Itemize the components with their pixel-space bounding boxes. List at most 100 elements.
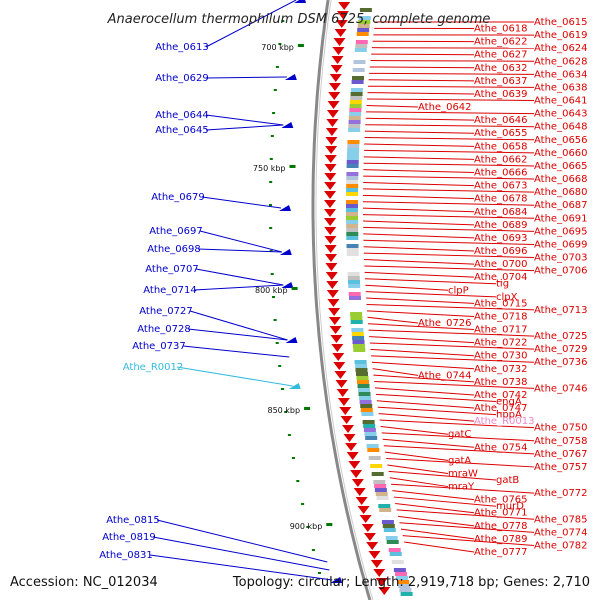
right-gene-label[interactable]: Athe_0666	[474, 167, 528, 178]
left-gene-label[interactable]: Athe_0815	[106, 515, 160, 526]
left-gene-label[interactable]: Athe_0831	[99, 550, 153, 561]
right-gene-label[interactable]: Athe_0782	[534, 540, 588, 551]
right-gene-label[interactable]: Athe_0725	[534, 331, 588, 342]
right-gene-label[interactable]: mraY	[448, 482, 475, 493]
right-gene-label[interactable]: clpX	[496, 292, 518, 303]
left-gene-label[interactable]: Athe_0698	[147, 244, 201, 255]
left-gene-label[interactable]: Athe_0819	[102, 532, 156, 543]
right-gene-label[interactable]: Athe_0680	[534, 187, 588, 198]
right-gene-label[interactable]: Athe_0777	[474, 547, 528, 558]
right-gene-label[interactable]: Athe_0747	[474, 403, 528, 414]
left-gene-label[interactable]: Athe_0728	[137, 324, 191, 335]
right-gene-label[interactable]: Athe_0750	[534, 423, 588, 434]
right-gene-label[interactable]: Athe_0717	[474, 325, 528, 336]
right-gene-label[interactable]: Athe_0646	[474, 115, 528, 126]
right-gene-label[interactable]: Athe_0699	[534, 239, 588, 250]
right-gene-label[interactable]: Athe_0655	[474, 128, 528, 139]
right-gene-label[interactable]: Athe_0726	[418, 318, 472, 329]
right-gene-label[interactable]: Athe_0643	[534, 109, 588, 120]
right-gene-label[interactable]: Athe_0715	[474, 298, 528, 309]
right-gene-label[interactable]: mraW	[448, 468, 478, 479]
right-gene-label[interactable]: Athe_0684	[474, 207, 528, 218]
right-gene-label[interactable]: Athe_0754	[474, 442, 528, 453]
right-gene-label[interactable]: Athe_0703	[534, 253, 588, 264]
right-gene-label[interactable]: Athe_0662	[474, 154, 528, 165]
right-gene-label[interactable]: Athe_0771	[474, 508, 528, 519]
right-gene-label[interactable]: Athe_0785	[534, 514, 588, 525]
right-gene-label[interactable]: Athe_0772	[534, 488, 588, 499]
right-gene-label[interactable]: Athe_0678	[474, 194, 528, 205]
right-gene-label[interactable]: Athe_0729	[534, 344, 588, 355]
left-gene-label[interactable]: Athe_0629	[155, 73, 209, 84]
right-gene-label[interactable]: Athe_0706	[534, 266, 588, 277]
right-gene-label[interactable]: Athe_0660	[534, 148, 588, 159]
right-gene-label[interactable]: Athe_0648	[534, 122, 588, 133]
right-gene-label[interactable]: Athe_0642	[418, 102, 472, 113]
left-gene-label[interactable]: Athe_0737	[132, 341, 186, 352]
right-gene-label[interactable]: Athe_0689	[474, 220, 528, 231]
right-gene-label[interactable]: engA	[496, 397, 522, 408]
right-gene-label[interactable]: Athe_0691	[534, 213, 588, 224]
right-gene-label[interactable]: Athe_0632	[474, 63, 528, 74]
right-gene-label[interactable]: Athe_0730	[474, 351, 528, 362]
right-gene-label[interactable]: Athe_0687	[534, 200, 588, 211]
right-gene-label[interactable]: Athe_0673	[474, 181, 528, 192]
right-gene-label[interactable]: Athe_0695	[534, 226, 588, 237]
left-gene-label[interactable]: Athe_0613	[155, 42, 209, 53]
right-gene-label[interactable]: gatA	[448, 455, 471, 466]
right-gene-label[interactable]: Athe_0718	[474, 311, 528, 322]
right-gene-label[interactable]: Athe_0638	[534, 82, 588, 93]
right-gene-label[interactable]: Athe_0693	[474, 233, 528, 244]
left-gene-label[interactable]: Athe_0697	[149, 226, 203, 237]
right-gene-label[interactable]: Athe_0774	[534, 527, 588, 538]
right-gene-label[interactable]: Athe_0758	[534, 436, 588, 447]
right-gene-label[interactable]: Athe_0746	[534, 383, 588, 394]
forward-gene-arrow	[324, 191, 337, 199]
right-gene-label[interactable]: Athe_0634	[534, 69, 588, 80]
right-gene-label[interactable]: Athe_0639	[474, 89, 528, 100]
right-gene-label[interactable]: Athe_0700	[474, 259, 528, 270]
left-gene-label[interactable]: Athe_0707	[145, 264, 199, 275]
reverse-gene-arrow	[285, 337, 298, 343]
left-gene-label[interactable]: Athe_0727	[139, 306, 193, 317]
right-gene-label[interactable]: Athe_0757	[534, 462, 588, 473]
right-gene-label[interactable]: Athe_0665	[534, 161, 588, 172]
right-gene-label[interactable]: Athe_0713	[534, 305, 588, 316]
right-gene-label[interactable]: Athe_0732	[474, 364, 528, 375]
right-gene-label[interactable]: Athe_0696	[474, 246, 528, 257]
right-gene-label[interactable]: Athe_0656	[534, 135, 588, 146]
right-gene-label[interactable]: Athe_0789	[474, 534, 528, 545]
right-gene-label[interactable]: clpP	[448, 285, 469, 296]
right-gene-label[interactable]: Athe_0641	[534, 96, 588, 107]
right-gene-label[interactable]: Athe_0624	[534, 43, 588, 54]
right-gene-label[interactable]: Athe_0637	[474, 76, 528, 87]
left-gene-label[interactable]: Athe_R0012	[123, 362, 183, 373]
left-gene-label[interactable]: Athe_0644	[155, 110, 209, 121]
right-gene-label[interactable]: gatC	[448, 429, 471, 440]
right-gene-label[interactable]: Athe_0619	[534, 30, 588, 41]
right-gene-label[interactable]: Athe_0658	[474, 141, 528, 152]
right-gene-label[interactable]: Athe_0615	[534, 17, 588, 28]
right-gene-label[interactable]: Athe_R0013	[474, 416, 534, 427]
right-gene-label[interactable]: Athe_0628	[534, 56, 588, 67]
right-gene-label[interactable]: Athe_0627	[474, 50, 528, 61]
right-gene-label[interactable]: Athe_0618	[474, 24, 528, 35]
right-gene-label[interactable]: Athe_0736	[534, 357, 588, 368]
right-gene-label[interactable]: murD	[496, 501, 524, 512]
left-gene-label[interactable]: Athe_0714	[143, 285, 197, 296]
right-gene-label[interactable]: Athe_0738	[474, 377, 528, 388]
right-gene-label[interactable]: Athe_0704	[474, 272, 528, 283]
right-gene-label[interactable]: hppA	[496, 410, 522, 421]
right-gene-label[interactable]: Athe_0722	[474, 338, 528, 349]
right-gene-label[interactable]: Athe_0765	[474, 495, 528, 506]
right-gene-label[interactable]: Athe_0778	[474, 521, 528, 532]
right-gene-label[interactable]: Athe_0622	[474, 37, 528, 48]
right-gene-label[interactable]: Athe_0744	[418, 370, 472, 381]
right-gene-label[interactable]: gatB	[496, 475, 519, 486]
left-gene-label[interactable]: Athe_0679	[151, 192, 205, 203]
right-gene-label[interactable]: Athe_0767	[534, 449, 588, 460]
right-gene-label[interactable]: tig	[496, 279, 509, 290]
left-gene-label[interactable]: Athe_0645	[155, 125, 209, 136]
right-gene-label[interactable]: Athe_0742	[474, 390, 528, 401]
right-gene-label[interactable]: Athe_0668	[534, 174, 588, 185]
